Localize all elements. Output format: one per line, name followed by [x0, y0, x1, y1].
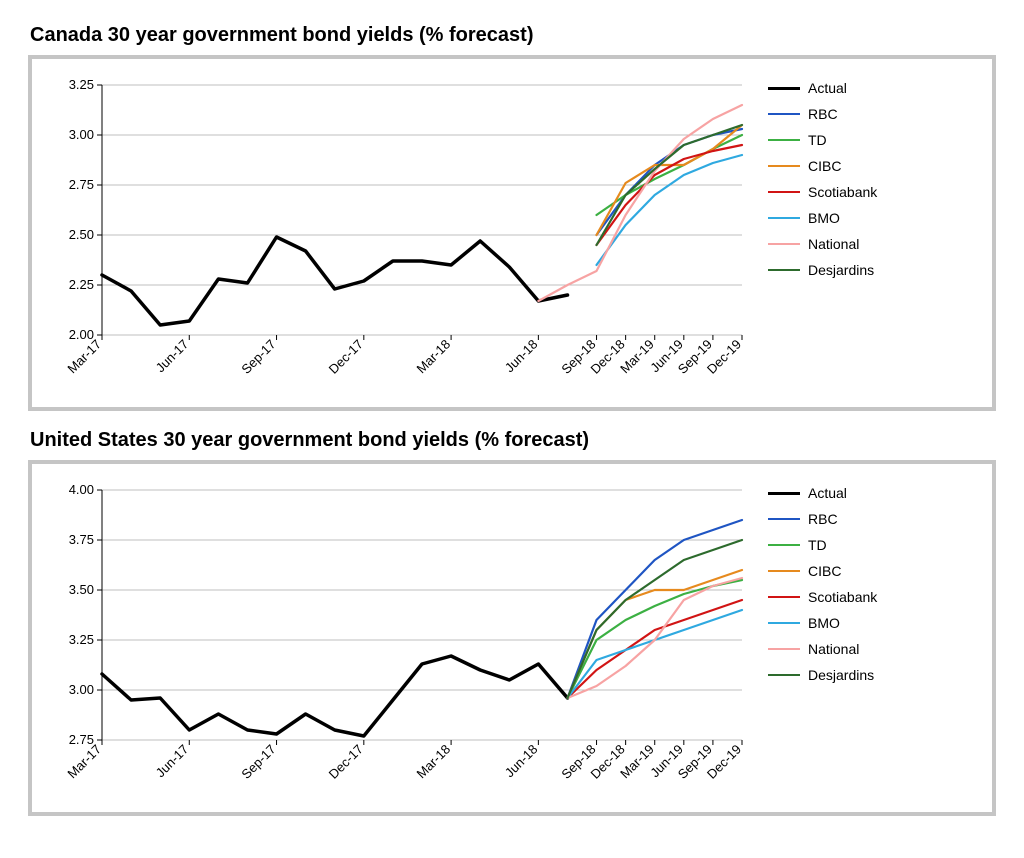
- chart-plot-canada: 2.002.252.502.753.003.25Mar-17Jun-17Sep-…: [46, 71, 750, 397]
- legend-item-cibc: CIBC: [768, 153, 877, 179]
- legend-label-desjardins: Desjardins: [808, 262, 874, 278]
- series-bmo: [568, 610, 743, 698]
- series-actual: [102, 656, 568, 736]
- legend-swatch-scotiabank: [768, 191, 800, 193]
- series-cibc: [597, 125, 743, 235]
- legend-label-desjardins: Desjardins: [808, 667, 874, 683]
- legend-swatch-actual: [768, 492, 800, 495]
- x-tick-label: Jun-18: [502, 742, 541, 781]
- legend-swatch-rbc: [768, 113, 800, 115]
- legend-swatch-desjardins: [768, 674, 800, 676]
- x-tick-label: Sep-17: [238, 337, 278, 377]
- legend-swatch-desjardins: [768, 269, 800, 271]
- y-tick-label: 3.00: [69, 127, 94, 142]
- legend-label-td: TD: [808, 132, 827, 148]
- y-tick-label: 3.00: [69, 682, 94, 697]
- legend-item-scotiabank: Scotiabank: [768, 584, 877, 610]
- y-tick-label: 4.00: [69, 482, 94, 497]
- legend-swatch-actual: [768, 87, 800, 90]
- legend-item-actual: Actual: [768, 480, 877, 506]
- legend-swatch-bmo: [768, 622, 800, 624]
- x-tick-label: Mar-18: [413, 742, 453, 782]
- legend-label-cibc: CIBC: [808, 158, 841, 174]
- x-tick-label: Mar-17: [64, 337, 104, 377]
- legend-label-national: National: [808, 236, 859, 252]
- chart-frame-us: 2.753.003.253.503.754.00Mar-17Jun-17Sep-…: [28, 460, 996, 816]
- chart-title-canada: Canada 30 year government bond yields (%…: [30, 24, 996, 47]
- legend-item-national: National: [768, 231, 877, 257]
- legend-item-scotiabank: Scotiabank: [768, 179, 877, 205]
- x-tick-label: Jun-18: [502, 337, 541, 376]
- legend-swatch-td: [768, 139, 800, 141]
- y-tick-label: 2.75: [69, 177, 94, 192]
- legend-label-bmo: BMO: [808, 615, 840, 631]
- x-tick-label: Dec-17: [326, 337, 366, 377]
- legend-swatch-national: [768, 243, 800, 245]
- legend-swatch-cibc: [768, 165, 800, 167]
- chart-frame-canada: 2.002.252.502.753.003.25Mar-17Jun-17Sep-…: [28, 55, 996, 411]
- legend-label-actual: Actual: [808, 485, 847, 501]
- legend-swatch-rbc: [768, 518, 800, 520]
- y-tick-label: 3.75: [69, 532, 94, 547]
- legend-label-bmo: BMO: [808, 210, 840, 226]
- legend-item-bmo: BMO: [768, 610, 877, 636]
- legend-item-td: TD: [768, 127, 877, 153]
- series-td: [597, 135, 743, 215]
- series-actual: [102, 237, 568, 325]
- legend-us: Actual RBC TD CIBC Scotiabank BMO National Desj…: [750, 476, 877, 688]
- legend-item-rbc: RBC: [768, 101, 877, 127]
- legend-item-desjardins: Desjardins: [768, 662, 877, 688]
- series-scotiabank: [568, 600, 743, 698]
- legend-label-scotiabank: Scotiabank: [808, 589, 877, 605]
- legend-label-cibc: CIBC: [808, 563, 841, 579]
- legend-swatch-bmo: [768, 217, 800, 219]
- legend-item-national: National: [768, 636, 877, 662]
- legend-item-actual: Actual: [768, 75, 877, 101]
- legend-item-cibc: CIBC: [768, 558, 877, 584]
- legend-canada: Actual RBC TD CIBC Scotiabank BMO National Desj…: [750, 71, 877, 283]
- y-tick-label: 2.50: [69, 227, 94, 242]
- x-tick-label: Sep-17: [238, 742, 278, 782]
- legend-label-rbc: RBC: [808, 511, 838, 527]
- legend-label-rbc: RBC: [808, 106, 838, 122]
- x-tick-label: Jun-17: [153, 337, 192, 376]
- legend-swatch-national: [768, 648, 800, 650]
- legend-item-desjardins: Desjardins: [768, 257, 877, 283]
- legend-swatch-cibc: [768, 570, 800, 572]
- legend-item-td: TD: [768, 532, 877, 558]
- legend-item-bmo: BMO: [768, 205, 877, 231]
- x-tick-label: Mar-17: [64, 742, 104, 782]
- legend-label-scotiabank: Scotiabank: [808, 184, 877, 200]
- legend-label-td: TD: [808, 537, 827, 553]
- y-tick-label: 3.25: [69, 632, 94, 647]
- x-tick-label: Jun-17: [153, 742, 192, 781]
- legend-label-national: National: [808, 641, 859, 657]
- chart-title-us: United States 30 year government bond yi…: [30, 429, 996, 452]
- x-tick-label: Mar-18: [413, 337, 453, 377]
- y-tick-label: 2.25: [69, 277, 94, 292]
- legend-swatch-td: [768, 544, 800, 546]
- legend-swatch-scotiabank: [768, 596, 800, 598]
- legend-item-rbc: RBC: [768, 506, 877, 532]
- y-tick-label: 3.50: [69, 582, 94, 597]
- chart-plot-us: 2.753.003.253.503.754.00Mar-17Jun-17Sep-…: [46, 476, 750, 802]
- y-tick-label: 3.25: [69, 77, 94, 92]
- x-tick-label: Dec-17: [326, 742, 366, 782]
- legend-label-actual: Actual: [808, 80, 847, 96]
